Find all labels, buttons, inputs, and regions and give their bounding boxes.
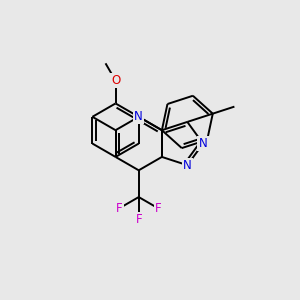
Text: F: F (116, 202, 122, 215)
Text: O: O (111, 74, 120, 87)
Text: N: N (183, 159, 192, 172)
Text: N: N (199, 137, 207, 150)
Text: N: N (134, 110, 143, 123)
Text: F: F (135, 213, 142, 226)
Text: F: F (155, 202, 162, 215)
